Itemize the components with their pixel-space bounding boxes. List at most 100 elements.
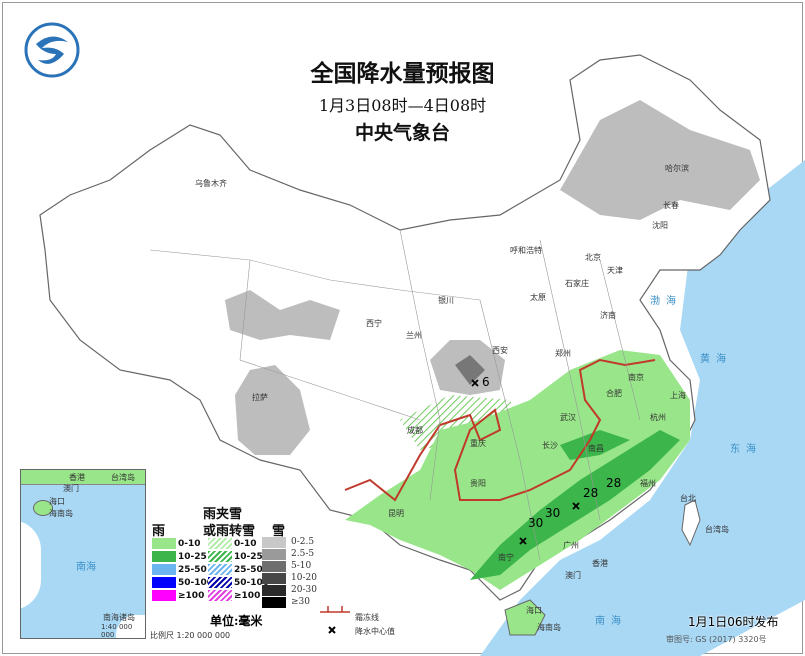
city-label: 广州 (563, 541, 579, 550)
freeze-line (344, 358, 656, 502)
city-label: 太原 (530, 293, 546, 302)
city-label: 贵阳 (470, 479, 486, 488)
precip-center-value: 30 (528, 516, 544, 530)
sea-label: 黄海 (700, 354, 732, 365)
legend-swatch (152, 590, 176, 601)
province-boundaries (149, 229, 641, 561)
taiwan-island (681, 499, 701, 547)
legend-rain-title: 雨 (152, 524, 166, 539)
city-label: 银川 (438, 296, 454, 305)
legend-swatch (208, 551, 232, 562)
legend-center-value-label: 降水中心值 (355, 627, 395, 636)
city-label: 西宁 (366, 319, 382, 328)
rain-area-south (345, 350, 690, 590)
sea-label: 渤海 (650, 296, 682, 307)
inset-sea-label: 南海 (76, 562, 96, 573)
legend-snow-title: 雪 (272, 524, 286, 539)
legend-swatch (208, 564, 232, 575)
city-label: 长春 (663, 201, 679, 210)
city-label: 南昌 (588, 444, 604, 453)
legend-label: 0-2.5 (291, 537, 315, 547)
city-label: 台北 (680, 494, 696, 503)
inset-label: 南海诸岛 (103, 613, 135, 622)
legend-swatch (262, 585, 286, 596)
legend-label: 2.5-5 (291, 549, 315, 559)
city-label: 成都 (407, 426, 423, 435)
legend-label: 50-100 (234, 578, 270, 588)
map-scale: 比例尺 1:20 000 000 (150, 631, 231, 640)
inset-label: 海口 (49, 497, 65, 506)
legend-swatch (208, 538, 232, 549)
legend-label: 25-50 (178, 565, 207, 575)
inset-label: 海南岛 (49, 509, 73, 518)
agency-name: 中央气象台 (354, 122, 450, 144)
precip-center-value: 28 (583, 486, 599, 500)
city-label: 南宁 (498, 553, 514, 562)
legend-swatch (152, 564, 176, 575)
snow-area-northeast (560, 100, 760, 220)
city-label: 海南岛 (537, 623, 561, 632)
city-label: 北京 (585, 253, 601, 262)
city-label: 沈阳 (652, 221, 668, 230)
issued-time: 1月1日06时发布 (688, 615, 779, 629)
city-label: 呼和浩特 (510, 246, 542, 255)
hainan-island (504, 599, 546, 636)
legend-swatch (262, 573, 286, 584)
legend-label: ≥100 (178, 591, 205, 601)
rain-area-moderate-2 (560, 430, 630, 460)
legend-swatch (152, 551, 176, 562)
precip-center-value: 30 (545, 506, 561, 520)
inset-label: 台湾岛 (111, 473, 135, 482)
freeze-line-sample (320, 606, 350, 613)
legend-label: ≥30 (291, 597, 310, 607)
city-label: 武汉 (560, 413, 576, 422)
legend-label: 50-100 (178, 578, 214, 588)
cma-logo (24, 22, 80, 78)
city-label: 重庆 (470, 439, 486, 448)
legend-mix-title: 雨夹雪 (203, 507, 243, 522)
legend-swatch (208, 590, 232, 601)
legend-swatch (262, 549, 286, 560)
sea-area (480, 160, 805, 656)
legend-swatch (152, 577, 176, 588)
snow-area-tibet (235, 365, 310, 455)
snow-area-qinghai (225, 290, 340, 340)
legend-label: 20-30 (291, 585, 317, 595)
legend-label: ≥100 (234, 591, 261, 601)
city-label: 福州 (640, 479, 656, 488)
precip-center-value: 6 (482, 375, 490, 389)
inset-scale: 1:40 000 000 (101, 623, 133, 639)
legend-label: 10-25 (178, 552, 207, 562)
city-label: 拉萨 (252, 393, 268, 402)
forecast-period: 1月3日08时—4日08时 (318, 96, 487, 115)
city-label: 兰州 (406, 331, 422, 340)
legend-freeze-line-label: 霜冻线 (355, 613, 379, 622)
inset-label: 香港 (69, 473, 85, 482)
legend-label: 0-10 (234, 539, 257, 549)
legend-label: 0-10 (178, 539, 201, 549)
city-label: 香港 (592, 559, 608, 568)
city-label: 长沙 (542, 441, 558, 450)
precip-center-value: 28 (606, 476, 622, 490)
legend-swatch (208, 577, 232, 588)
inset-label: 澳门 (63, 484, 79, 493)
city-label: 郑州 (555, 349, 571, 358)
city-label: 济南 (600, 311, 616, 320)
legend-swatch (262, 561, 286, 572)
mixed-precip-area (400, 395, 520, 450)
city-label: 西安 (492, 346, 508, 355)
legend-swatch (262, 597, 286, 608)
sea-label: 南海 (595, 616, 627, 627)
city-label: 南京 (628, 373, 644, 382)
x-mark-icon (328, 626, 336, 634)
legend-label: 10-20 (291, 573, 317, 583)
city-label: 石家庄 (565, 279, 589, 288)
map-title: 全国降水量预报图 (310, 61, 495, 87)
precip-center-marks (471, 379, 580, 545)
legend-mix-title-2: 或雨转雪 (203, 524, 256, 539)
legend-label: 5-10 (291, 561, 312, 571)
city-label: 澳门 (565, 571, 581, 580)
legend-unit: 单位:毫米 (210, 614, 263, 628)
